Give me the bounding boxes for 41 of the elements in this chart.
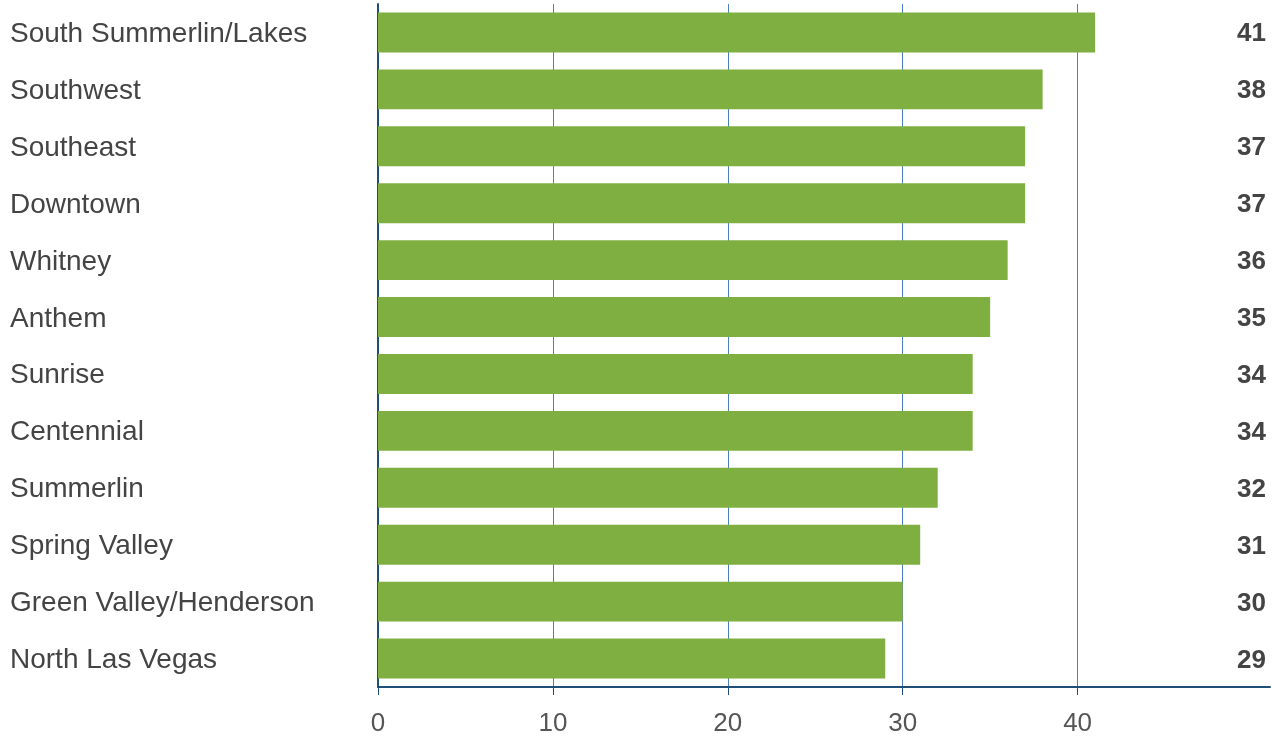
y-tick-label: Sunrise (10, 358, 105, 390)
data-label: 32 (1237, 472, 1266, 503)
x-tick-label: 20 (713, 707, 743, 737)
bar (378, 581, 903, 622)
y-tick-label: Anthem (10, 301, 107, 333)
x-tick-label: 10 (538, 707, 568, 737)
bar (378, 410, 973, 451)
data-label: 35 (1237, 302, 1266, 333)
y-tick-label: Summerlin (10, 472, 144, 504)
data-label: 38 (1237, 74, 1266, 105)
bar (378, 354, 973, 394)
data-label: 41 (1237, 17, 1266, 48)
y-tick-label: Centennial (10, 415, 144, 447)
data-label: 36 (1237, 245, 1266, 276)
y-tick-label: Whitney (10, 244, 112, 276)
bar (378, 524, 921, 565)
bar (378, 183, 1026, 224)
bar (378, 12, 1096, 53)
data-label: 37 (1237, 188, 1266, 219)
data-label: 31 (1237, 529, 1266, 560)
bar (378, 297, 991, 337)
bar (378, 126, 1026, 167)
y-tick-label: South Summerlin/Lakes (10, 16, 308, 48)
x-tick-label: 40 (1063, 707, 1093, 737)
y-tick-label: Southwest (10, 73, 141, 105)
y-tick-label: Spring Valley (10, 529, 173, 561)
bar (378, 467, 938, 508)
y-tick-label: Southeast (10, 130, 137, 162)
data-label: 30 (1237, 586, 1266, 617)
data-label: 37 (1237, 131, 1266, 162)
bar (378, 69, 1043, 110)
bar (378, 638, 886, 679)
bar (378, 240, 1008, 281)
data-label: 34 (1237, 415, 1267, 446)
y-tick-label: Downtown (10, 187, 141, 219)
y-tick-label: North Las Vegas (10, 643, 218, 675)
y-tick-label: Green Valley/Henderson (10, 586, 315, 618)
data-label: 34 (1237, 358, 1267, 389)
data-label: 29 (1237, 643, 1266, 674)
x-tick-label: 30 (888, 707, 918, 737)
x-tick-label: 0 (370, 707, 386, 737)
